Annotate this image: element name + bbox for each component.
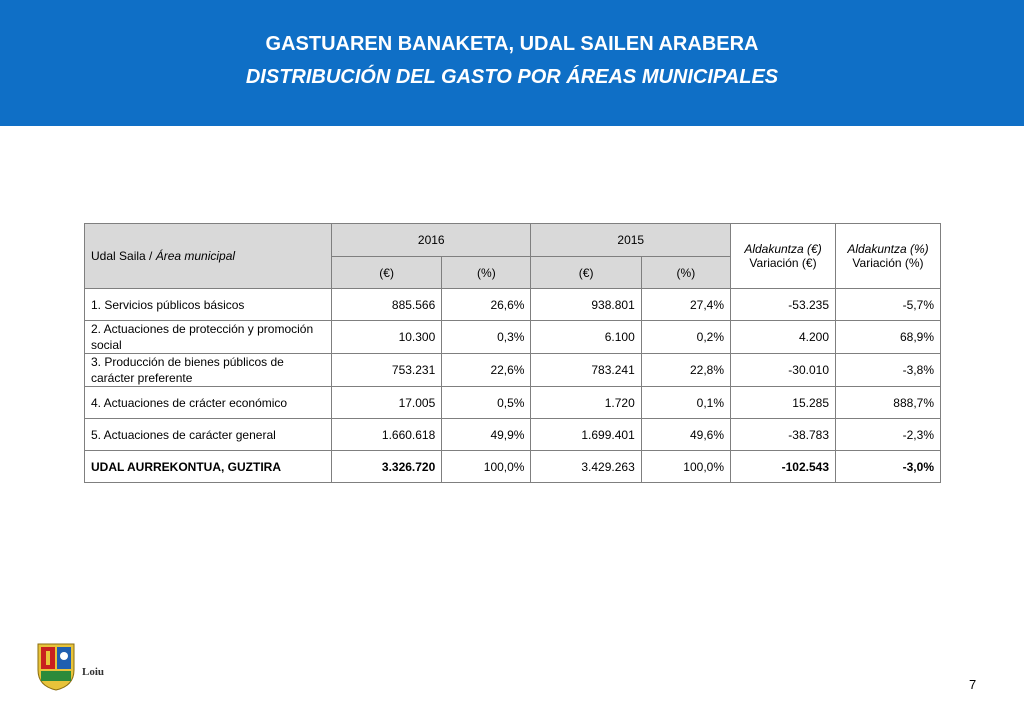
- amount-2015: 1.720: [530, 386, 642, 419]
- percent-2015: 27,4%: [640, 288, 732, 321]
- logo-text: Loiu: [82, 666, 105, 678]
- table-row: 4. Actuaciones de crácter económico 17.0…: [84, 386, 941, 419]
- total-variation-eur: -102.543: [730, 450, 836, 483]
- percent-2015: 49,6%: [640, 418, 732, 451]
- percent-2016: 26,6%: [441, 288, 532, 321]
- total-label: UDAL AURREKONTUA, GUZTIRA: [84, 450, 332, 483]
- amount-2016: 1.660.618: [330, 418, 443, 451]
- area-header-spanish: Área municipal: [155, 249, 236, 263]
- area-name: 1. Servicios públicos básicos: [84, 288, 332, 321]
- amount-2016: 17.005: [330, 386, 443, 419]
- variation-pct-basque: Aldakuntza (%): [847, 242, 929, 256]
- variation-pct: -2,3%: [835, 418, 941, 451]
- area-header-basque: Udal Saila /: [91, 249, 156, 263]
- total-percent-2016: 100,0%: [441, 450, 532, 483]
- variation-eur-header: Aldakuntza (€) Variación (€): [730, 223, 836, 289]
- unit-2016-pct: (%): [441, 256, 532, 289]
- variation-eur: -38.783: [730, 418, 836, 451]
- percent-2015: 22,8%: [640, 353, 732, 387]
- variation-pct: -5,7%: [835, 288, 941, 321]
- unit-2015-eur: (€): [530, 256, 642, 289]
- year-2015-header: 2015: [530, 223, 731, 257]
- amount-2016: 753.231: [330, 353, 443, 387]
- page-number: 7: [969, 677, 977, 692]
- variation-eur-spanish: Variación (€): [749, 256, 817, 270]
- total-amount-2015: 3.429.263: [530, 450, 642, 483]
- total-variation-pct: -3,0%: [835, 450, 941, 483]
- variation-pct: 888,7%: [835, 386, 941, 419]
- percent-2016: 22,6%: [441, 353, 532, 387]
- percent-2015: 0,1%: [640, 386, 732, 419]
- title-basque: GASTUAREN BANAKETA, UDAL SAILEN ARABERA: [265, 33, 759, 55]
- header-row-years: Udal Saila / Área municipal 2016 2015 Al…: [84, 223, 941, 289]
- area-column-header: Udal Saila / Área municipal: [84, 223, 332, 289]
- coat-of-arms-icon: [36, 640, 76, 692]
- area-name: 5. Actuaciones de carácter general: [84, 418, 332, 451]
- percent-2015: 0,2%: [640, 320, 732, 354]
- amount-2016: 885.566: [330, 288, 443, 321]
- area-name: 4. Actuaciones de crácter económico: [84, 386, 332, 419]
- table-row: 3. Producción de bienes públicos de cará…: [84, 353, 941, 387]
- variation-eur: -30.010: [730, 353, 836, 387]
- amount-2015: 1.699.401: [530, 418, 642, 451]
- area-name: 3. Producción de bienes públicos de cará…: [84, 353, 332, 387]
- table-row: 1. Servicios públicos básicos 885.566 26…: [84, 288, 941, 321]
- total-percent-2015: 100,0%: [640, 450, 732, 483]
- variation-eur: 4.200: [730, 320, 836, 354]
- header-row-units: (€) (%) (€) (%): [85, 256, 941, 289]
- amount-2015: 783.241: [530, 353, 642, 387]
- header-banner: GASTUAREN BANAKETA, UDAL SAILEN ARABERA …: [0, 0, 1024, 126]
- unit-2016-eur: (€): [330, 256, 443, 289]
- total-row: UDAL AURREKONTUA, GUZTIRA 3.326.720 100,…: [84, 450, 941, 483]
- title-spanish: DISTRIBUCIÓN DEL GASTO POR ÁREAS MUNICIP…: [245, 66, 779, 88]
- year-2016-header: 2016: [330, 223, 532, 257]
- variation-pct-spanish: Variación (%): [852, 256, 924, 270]
- amount-2015: 938.801: [530, 288, 642, 321]
- variation-eur-basque: Aldakuntza (€): [744, 242, 822, 256]
- percent-2016: 49,9%: [441, 418, 532, 451]
- percent-2016: 0,3%: [441, 320, 532, 354]
- total-amount-2016: 3.326.720: [330, 450, 443, 483]
- percent-2016: 0,5%: [441, 386, 532, 419]
- variation-pct: 68,9%: [835, 320, 941, 354]
- unit-2015-pct: (%): [640, 256, 732, 289]
- area-name: 2. Actuaciones de protección y promoción…: [84, 320, 332, 354]
- variation-eur: -53.235: [730, 288, 836, 321]
- table-row: 5. Actuaciones de carácter general 1.660…: [84, 418, 941, 451]
- variation-pct: -3,8%: [835, 353, 941, 387]
- amount-2016: 10.300: [330, 320, 443, 354]
- variation-eur: 15.285: [730, 386, 836, 419]
- expense-distribution-table: Udal Saila / Área municipal 2016 2015 Al…: [84, 223, 941, 483]
- variation-pct-header: Aldakuntza (%) Variación (%): [835, 223, 941, 289]
- amount-2015: 6.100: [530, 320, 642, 354]
- table-row: 2. Actuaciones de protección y promoción…: [84, 320, 941, 354]
